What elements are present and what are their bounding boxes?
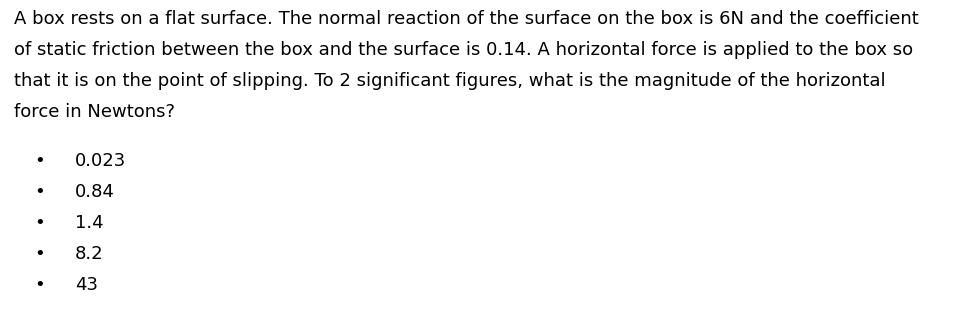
Text: that it is on the point of slipping. To 2 significant figures, what is the magni: that it is on the point of slipping. To … bbox=[14, 72, 885, 90]
Text: •: • bbox=[35, 276, 46, 294]
Text: •: • bbox=[35, 245, 46, 263]
Text: force in Newtons?: force in Newtons? bbox=[14, 103, 175, 121]
Text: 0.023: 0.023 bbox=[75, 152, 126, 170]
Text: 1.4: 1.4 bbox=[75, 214, 103, 232]
Text: 43: 43 bbox=[75, 276, 98, 294]
Text: •: • bbox=[35, 183, 46, 201]
Text: A box rests on a flat surface. The normal reaction of the surface on the box is : A box rests on a flat surface. The norma… bbox=[14, 10, 918, 28]
Text: 0.84: 0.84 bbox=[75, 183, 115, 201]
Text: •: • bbox=[35, 214, 46, 232]
Text: 8.2: 8.2 bbox=[75, 245, 103, 263]
Text: •: • bbox=[35, 152, 46, 170]
Text: of static friction between the box and the surface is 0.14. A horizontal force i: of static friction between the box and t… bbox=[14, 41, 914, 59]
